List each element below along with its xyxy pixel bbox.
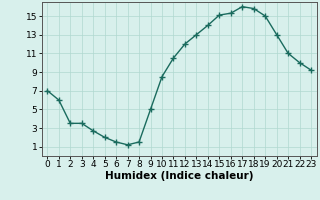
X-axis label: Humidex (Indice chaleur): Humidex (Indice chaleur) bbox=[105, 171, 253, 181]
